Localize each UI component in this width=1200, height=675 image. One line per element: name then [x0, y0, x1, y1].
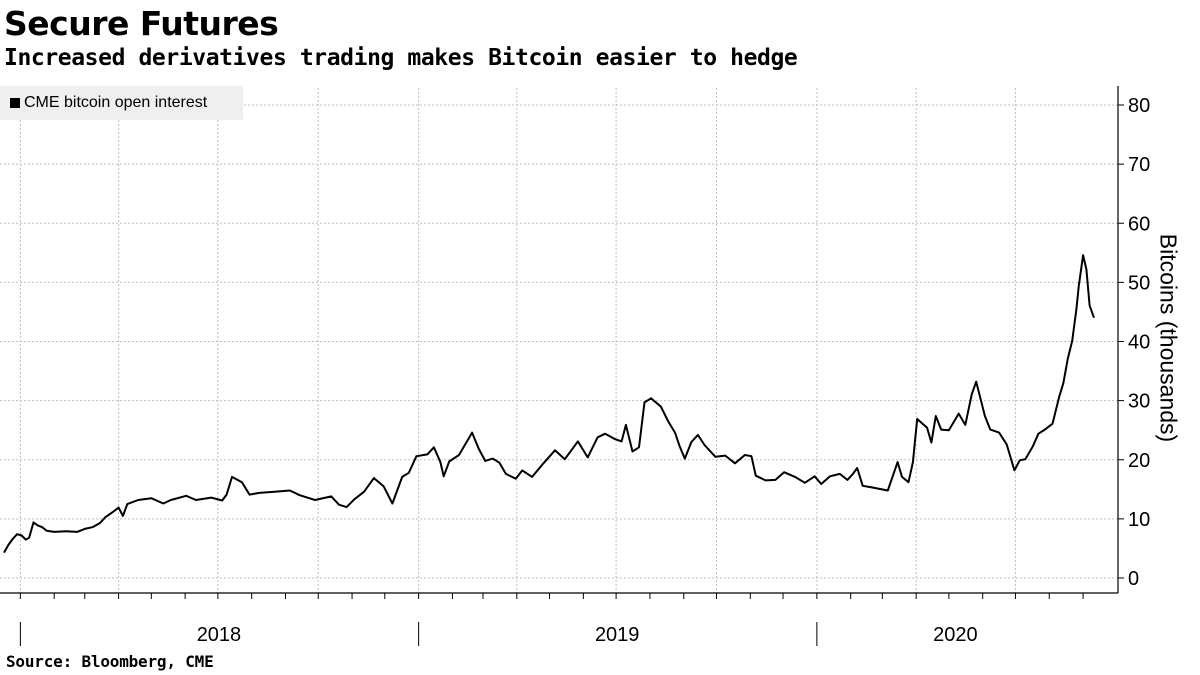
x-tick-label: 2020: [933, 624, 978, 646]
x-tick-labels: 2018 2019 2020: [197, 624, 978, 646]
legend: CME bitcoin open interest: [0, 86, 243, 120]
y-tick-label: 60: [1128, 213, 1150, 235]
series-line: [3, 254, 1095, 554]
series-layer: [3, 254, 1095, 554]
y-axis-label-text: Bitcoins (thousands): [1155, 233, 1182, 443]
chart-title: Secure Futures: [4, 4, 279, 43]
y-tick-label: 70: [1128, 154, 1150, 176]
grid: [0, 88, 1118, 593]
x-tick-label: 2019: [595, 624, 640, 646]
y-tick-labels: 0 10 20 30 40 50 60 70 80: [1128, 95, 1150, 590]
axes: [0, 86, 1124, 646]
y-tick-label: 30: [1128, 391, 1150, 413]
y-tick-label: 10: [1128, 509, 1150, 531]
legend-swatch: [10, 98, 20, 108]
source-note: Source: Bloomberg, CME: [6, 652, 214, 671]
y-tick-label: 40: [1128, 332, 1150, 354]
legend-label: CME bitcoin open interest: [24, 94, 208, 111]
chart-subtitle: Increased derivatives trading makes Bitc…: [4, 45, 798, 71]
y-tick-label: 80: [1128, 95, 1150, 117]
x-tick-label: 2018: [197, 624, 242, 646]
y-tick-label: 20: [1128, 450, 1150, 472]
y-tick-label: 0: [1128, 568, 1139, 590]
y-tick-label: 50: [1128, 272, 1150, 294]
